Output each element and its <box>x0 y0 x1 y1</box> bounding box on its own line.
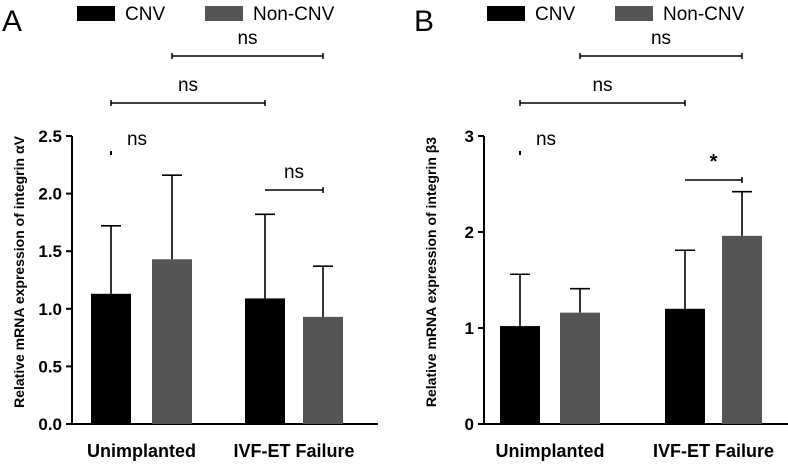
sig-label: ns <box>651 28 671 49</box>
legend-swatch-0 <box>487 6 525 21</box>
sig-label: ns <box>178 75 198 96</box>
bar-non-cnv-1 <box>303 316 343 424</box>
sig-label: ns <box>284 162 304 183</box>
x-tick-label: IVF-ET Failure <box>233 441 354 461</box>
panel-label: B <box>414 5 434 38</box>
y-axis-label: Relative mRNA expression of integrin αV <box>11 135 27 407</box>
y-tick-label: 3 <box>465 127 474 146</box>
panel-label: A <box>2 5 22 38</box>
y-tick-label: 1.5 <box>38 242 62 261</box>
y-tick-label: 0 <box>465 415 474 434</box>
bar-non-cnv-0 <box>560 312 600 424</box>
y-tick-label: 0.0 <box>38 415 62 434</box>
y-tick-label: 1 <box>465 319 474 338</box>
y-tick-label: 0.5 <box>38 357 62 376</box>
bar-cnv-1 <box>245 298 285 424</box>
y-tick-label: 2.5 <box>38 127 62 146</box>
x-tick-label: Unimplanted <box>87 441 196 461</box>
sig-label: * <box>710 151 718 173</box>
y-axis-label: Relative mRNA expression of integrin β3 <box>423 137 439 407</box>
x-tick-label: Unimplanted <box>495 441 604 461</box>
y-tick-label: 2 <box>465 223 474 242</box>
legend-swatch-1 <box>205 6 243 21</box>
x-tick-label: IVF-ET Failure <box>653 441 774 461</box>
legend-swatch-1 <box>615 6 653 21</box>
sig-label: ns <box>536 129 556 150</box>
y-tick-label: 1.0 <box>38 300 62 319</box>
sig-label: ns <box>237 28 257 49</box>
bar-cnv-1 <box>665 308 705 424</box>
y-tick-label: 2.0 <box>38 185 62 204</box>
sig-label: ns <box>592 75 612 96</box>
sig-label: ns <box>127 129 147 150</box>
bar-cnv-0 <box>500 326 540 424</box>
chart-panel-b: B CNV Non-CNV 0 1 2 3 Relative mRNA expression … <box>414 4 788 461</box>
legend-label: CNV <box>535 4 575 25</box>
chart-panel-a: A CNV Non-CNV 0.0 0.5 1.0 1.5 2.0 2.5 Relative mR… <box>2 4 378 461</box>
bar-non-cnv-1 <box>722 235 762 424</box>
legend-label: Non-CNV <box>253 4 335 25</box>
bar-non-cnv-0 <box>152 259 192 424</box>
legend-swatch-0 <box>77 6 115 21</box>
bar-cnv-0 <box>91 293 131 424</box>
legend-label: CNV <box>125 4 165 25</box>
legend-label: Non-CNV <box>663 4 745 25</box>
